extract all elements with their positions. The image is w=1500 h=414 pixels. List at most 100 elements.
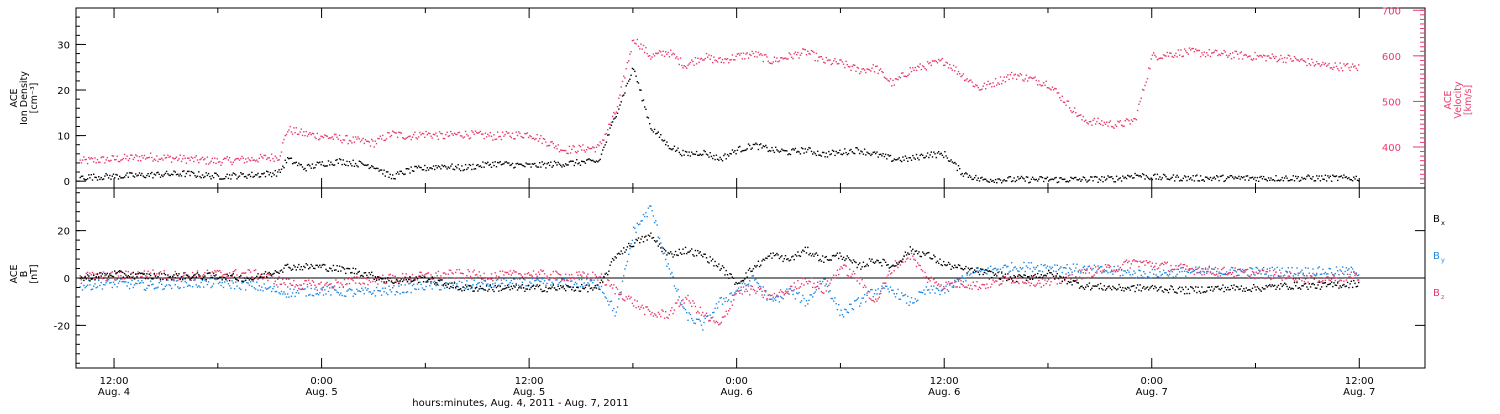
bx-series-point: [827, 259, 828, 260]
velocity-series-point: [855, 71, 856, 72]
bz-series-point: [511, 274, 512, 275]
bx-series-point: [633, 246, 634, 247]
by-series-point: [306, 295, 307, 296]
by-series-point: [277, 286, 278, 287]
bz-series-point: [508, 274, 509, 275]
by-series-point: [957, 278, 958, 279]
bx-series-point: [895, 265, 896, 266]
density-series-point: [320, 164, 321, 165]
bx-series-point: [881, 265, 882, 266]
velocity-series-point: [1354, 65, 1355, 66]
density-series-point: [307, 165, 308, 166]
bz-series-point: [160, 271, 161, 272]
bx-series-point: [642, 236, 643, 237]
bx-series-point: [911, 250, 912, 251]
by-series-point: [968, 271, 969, 272]
by-series-point: [1057, 265, 1058, 266]
bx-series-point: [957, 267, 958, 268]
bz-series-point: [672, 313, 673, 314]
by-series-point: [738, 287, 739, 288]
bz-series-point: [671, 307, 672, 308]
velocity-series-point: [1013, 74, 1014, 75]
by-series-point: [1333, 274, 1334, 275]
by-series-point: [690, 314, 691, 315]
density-series-point: [864, 149, 865, 150]
density-series-point: [285, 160, 286, 161]
bx-series-point: [747, 276, 748, 277]
bz-series-point: [1110, 266, 1111, 267]
bz-series-point: [689, 300, 690, 301]
density-series-point: [1205, 176, 1206, 177]
by-series-point: [553, 283, 554, 284]
density-series-point: [151, 172, 152, 173]
velocity-series-point: [637, 39, 638, 40]
bz-series-point: [996, 281, 997, 282]
by-series-point: [1325, 272, 1326, 273]
velocity-series-point: [836, 61, 837, 62]
bz-series-point: [1191, 268, 1192, 269]
by-series-point: [181, 281, 182, 282]
velocity-series-point: [288, 129, 289, 130]
bx-series-point: [630, 246, 631, 247]
density-series-point: [1357, 180, 1358, 181]
velocity-series-point: [228, 159, 229, 160]
by-series-point: [311, 288, 312, 289]
by-series-point: [613, 308, 614, 309]
velocity-series-point: [402, 137, 403, 138]
bz-series-point: [569, 274, 570, 275]
velocity-series-point: [1258, 56, 1259, 57]
bx-series-point: [119, 270, 120, 271]
bx-series-point: [444, 283, 445, 284]
density-series-point: [745, 149, 746, 150]
density-series-point: [1190, 177, 1191, 178]
by-series-point: [177, 286, 178, 287]
bx-series-point: [742, 280, 743, 281]
bz-series-point: [398, 281, 399, 282]
density-series-point: [949, 161, 950, 162]
density-series-point: [1285, 175, 1286, 176]
bz-series-point: [388, 274, 389, 275]
by-series-point: [661, 246, 662, 247]
by-series-point: [857, 299, 858, 300]
bz-series-point: [1100, 271, 1101, 272]
velocity-series-point: [223, 159, 224, 160]
velocity-series-point: [1078, 115, 1079, 116]
velocity-series-point: [1228, 55, 1229, 56]
bx-series-point: [916, 250, 917, 251]
bx-series-point: [322, 265, 323, 266]
velocity-series-point: [590, 148, 591, 149]
velocity-series-point: [386, 138, 387, 139]
bz-series-point: [443, 272, 444, 273]
bz-series-point: [225, 274, 226, 275]
velocity-series-point: [1178, 49, 1179, 50]
density-series-point: [420, 167, 421, 168]
by-series-point: [1064, 267, 1065, 268]
by-series-point: [1136, 277, 1137, 278]
bx-series-point: [868, 265, 869, 266]
bz-series-point: [595, 274, 596, 275]
bx-series-point: [495, 285, 496, 286]
by-series-point: [910, 301, 911, 302]
bz-series-point: [144, 270, 145, 271]
by-series-point: [286, 296, 287, 297]
density-series-point: [1039, 176, 1040, 177]
velocity-series-point: [1314, 65, 1315, 66]
density-series-point: [1352, 180, 1353, 181]
by-series-point: [681, 304, 682, 305]
bx-series-point: [1022, 277, 1023, 278]
bz-series-point: [681, 300, 682, 301]
bz-series-point: [774, 293, 775, 294]
velocity-series-point: [1121, 125, 1122, 126]
density-series-point: [220, 178, 221, 179]
by-series-point: [403, 292, 404, 293]
velocity-series-point: [692, 61, 693, 62]
density-series-point: [1090, 176, 1091, 177]
by-series-point: [630, 243, 631, 244]
density-series-point: [351, 165, 352, 166]
density-series-point: [586, 159, 587, 160]
density-series-point: [696, 151, 697, 152]
bz-series-point: [1293, 278, 1294, 279]
velocity-series-point: [544, 139, 545, 140]
bx-series-point: [941, 264, 942, 265]
bx-series-point: [535, 286, 536, 287]
